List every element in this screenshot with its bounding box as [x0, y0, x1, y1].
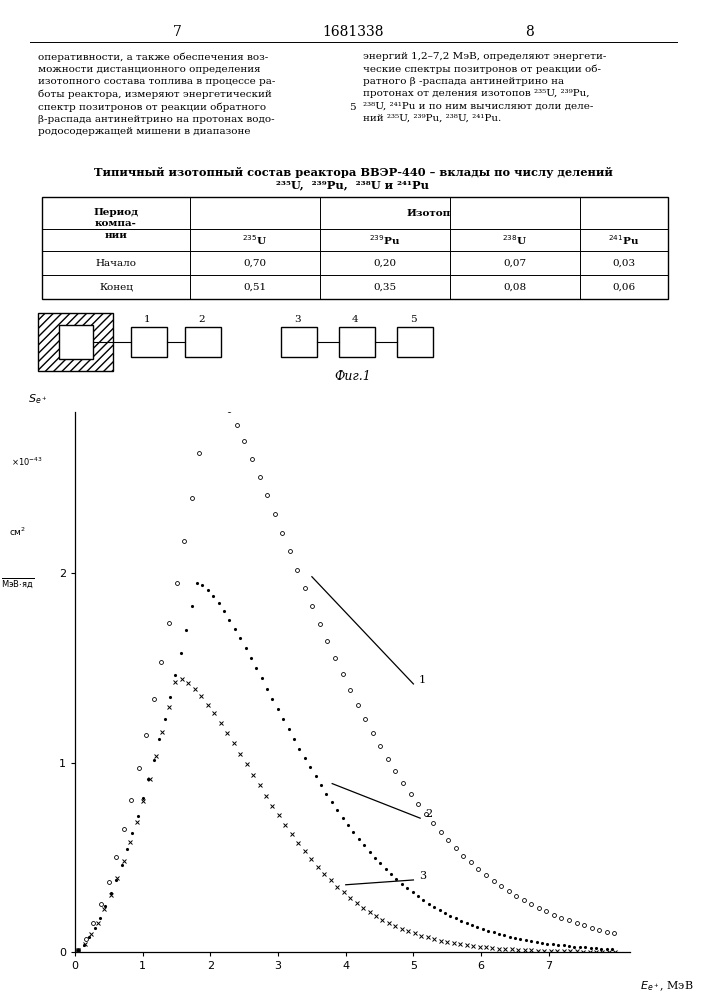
Text: $E_{e^+}$, МэВ: $E_{e^+}$, МэВ — [640, 979, 694, 993]
Text: 1: 1 — [144, 315, 151, 324]
Text: 7: 7 — [173, 25, 182, 39]
Text: 5: 5 — [410, 315, 416, 324]
Text: $\overline{\mathrm{МэВ}{\cdot}\mathrm{яд}}$: $\overline{\mathrm{МэВ}{\cdot}\mathrm{яд… — [1, 577, 34, 591]
Text: 3: 3 — [294, 315, 300, 324]
Text: 0,20: 0,20 — [373, 258, 397, 267]
Bar — [397, 327, 433, 357]
Text: 2: 2 — [198, 315, 204, 324]
Text: Изотоп: Изотоп — [407, 209, 451, 218]
Text: 0,70: 0,70 — [243, 258, 267, 267]
Text: 0,51: 0,51 — [243, 282, 267, 292]
Text: $\mathrm{см}^2$: $\mathrm{см}^2$ — [9, 526, 26, 538]
Text: 1: 1 — [419, 675, 426, 685]
Text: оперативности, а также обеспечения воз-
можности дистанционного определения
изот: оперативности, а также обеспечения воз- … — [38, 52, 275, 136]
Bar — [281, 327, 317, 357]
Text: $S_{e^+}$: $S_{e^+}$ — [28, 393, 47, 406]
Text: 1681338: 1681338 — [322, 25, 384, 39]
Text: 0,06: 0,06 — [612, 282, 636, 292]
Bar — [131, 327, 167, 357]
Text: $^{235}$U: $^{235}$U — [243, 233, 267, 247]
Text: Конец: Конец — [99, 282, 133, 292]
Text: Начало: Начало — [95, 258, 136, 267]
Text: Типичный изотопный состав реактора ВВЭР-440 – вклады по числу делений: Типичный изотопный состав реактора ВВЭР-… — [93, 166, 612, 178]
Text: $^{241}$Pu: $^{241}$Pu — [609, 233, 640, 247]
Bar — [38, 313, 113, 371]
Text: 0,03: 0,03 — [612, 258, 636, 267]
Text: Период
компа-
нии: Период компа- нии — [93, 208, 139, 240]
Text: $^{238}$U: $^{238}$U — [503, 233, 527, 247]
Text: ²³⁵U,  ²³⁹Pu,  ²³⁸U и ²⁴¹Pu: ²³⁵U, ²³⁹Pu, ²³⁸U и ²⁴¹Pu — [276, 180, 429, 190]
Text: энергий 1,2–7,2 МэВ, определяют энергети-
ческие спектры позитронов от реакции о: энергий 1,2–7,2 МэВ, определяют энергети… — [363, 52, 607, 122]
Text: 0,07: 0,07 — [503, 258, 527, 267]
Text: 0,35: 0,35 — [373, 282, 397, 292]
Bar — [185, 327, 221, 357]
Text: 2: 2 — [426, 809, 433, 819]
Text: 0,08: 0,08 — [503, 282, 527, 292]
Text: 4: 4 — [352, 315, 358, 324]
Bar — [42, 197, 668, 299]
Text: $^{239}$Pu: $^{239}$Pu — [369, 233, 401, 247]
Text: 5: 5 — [349, 103, 356, 111]
Text: 3: 3 — [419, 871, 426, 881]
Bar — [339, 327, 375, 357]
Bar — [59, 325, 93, 359]
Text: 8: 8 — [525, 25, 534, 39]
Text: $\times 10^{-43}$: $\times 10^{-43}$ — [11, 456, 42, 468]
Text: Фиг.1: Фиг.1 — [334, 370, 371, 383]
